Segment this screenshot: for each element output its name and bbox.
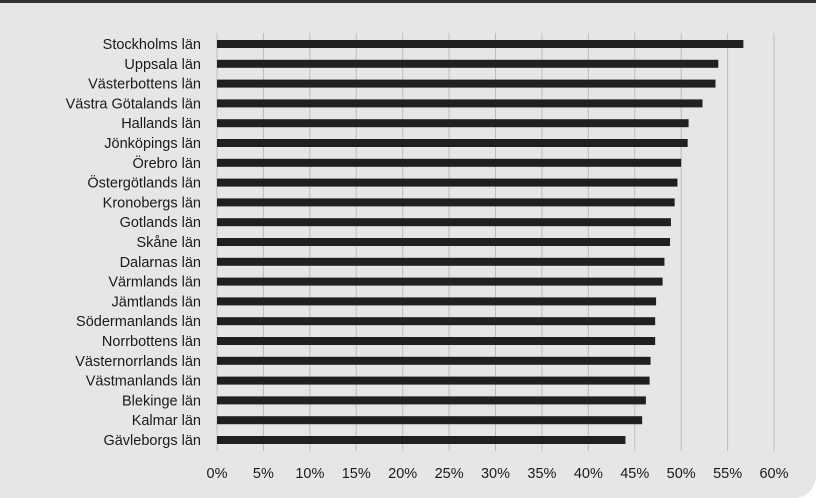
category-label: Norrbottens län — [102, 334, 201, 350]
bar-kalmar-lan — [217, 416, 643, 425]
x-tick-label: 20% — [388, 466, 417, 482]
x-tick-label: 60% — [759, 466, 788, 482]
bar-norrbottens-lan — [217, 337, 656, 345]
category-label: Skåne län — [137, 235, 202, 251]
category-label: Västernorrlands län — [75, 354, 201, 370]
x-tick-label: 35% — [527, 466, 556, 482]
x-tick-label: 0% — [207, 466, 228, 482]
x-tick-label: 30% — [481, 466, 510, 482]
x-tick-label: 40% — [574, 466, 603, 482]
bar-kronobergs-lan — [217, 198, 675, 207]
category-labels: Stockholms län Uppsala län Västerbottens l… — [66, 37, 201, 449]
category-label: Västra Götalands län — [66, 96, 201, 112]
x-tick-label: 50% — [667, 466, 696, 482]
x-tick-label: 10% — [295, 466, 324, 482]
category-label: Värmlands län — [108, 275, 201, 291]
bar-vastmanlands-lan — [217, 376, 650, 385]
category-label: Gävleborgs län — [103, 433, 201, 449]
x-tick-label: 45% — [620, 466, 649, 482]
bar-hallands-lan — [217, 119, 689, 128]
bar-gotlands-lan — [217, 218, 671, 227]
category-label: Jönköpings län — [104, 136, 201, 152]
category-label: Västerbottens län — [88, 77, 201, 93]
bar-ostergotlands-lan — [217, 178, 678, 187]
category-label: Blekinge län — [122, 393, 201, 409]
bar-jamtlands-lan — [217, 297, 657, 306]
bar-skane-lan — [217, 238, 671, 246]
bar-dalarnas-lan — [217, 257, 665, 266]
x-tick-label: 5% — [253, 466, 274, 482]
bar-vasternorrlands-lan — [217, 356, 651, 365]
category-label: Jämtlands län — [112, 294, 201, 310]
category-label: Södermanlands län — [76, 314, 201, 330]
bar-vasterbottens-lan — [217, 79, 716, 88]
bar-uppsala-lan — [217, 59, 719, 68]
bar-gavleborgs-lan — [217, 436, 626, 444]
x-tick-label: 25% — [435, 466, 464, 482]
bar-stockholms-lan — [217, 40, 744, 48]
category-label: Stockholms län — [103, 37, 201, 53]
category-label: Kronobergs län — [103, 195, 201, 211]
category-label: Örebro län — [132, 154, 201, 172]
category-label: Östergötlands län — [87, 174, 201, 192]
category-label: Västmanlands län — [86, 374, 201, 390]
bar-varmlands-lan — [217, 277, 663, 286]
bar-chart: Stockholms län Uppsala län Västerbottens l… — [66, 33, 789, 482]
category-label: Gotlands län — [120, 215, 201, 231]
x-tick-label: 15% — [342, 466, 371, 482]
category-label: Kalmar län — [132, 413, 201, 429]
bar-jonkopings-lan — [217, 139, 688, 147]
category-label: Dalarnas län — [120, 255, 201, 271]
category-label: Hallands län — [121, 116, 201, 132]
bar-vastra-gotalands-lan — [217, 99, 703, 108]
bars — [217, 40, 744, 444]
bar-orebro-lan — [217, 158, 682, 167]
bar-blekinge-lan — [217, 396, 646, 405]
bar-sodermanlands-lan — [217, 317, 656, 326]
x-tick-labels: 0% 5% 10% 15% 20% 25% 30% 35% 40% 45% 50% 55% 60% — [207, 466, 789, 482]
category-label: Uppsala län — [124, 57, 201, 73]
x-tick-label: 55% — [713, 466, 742, 482]
